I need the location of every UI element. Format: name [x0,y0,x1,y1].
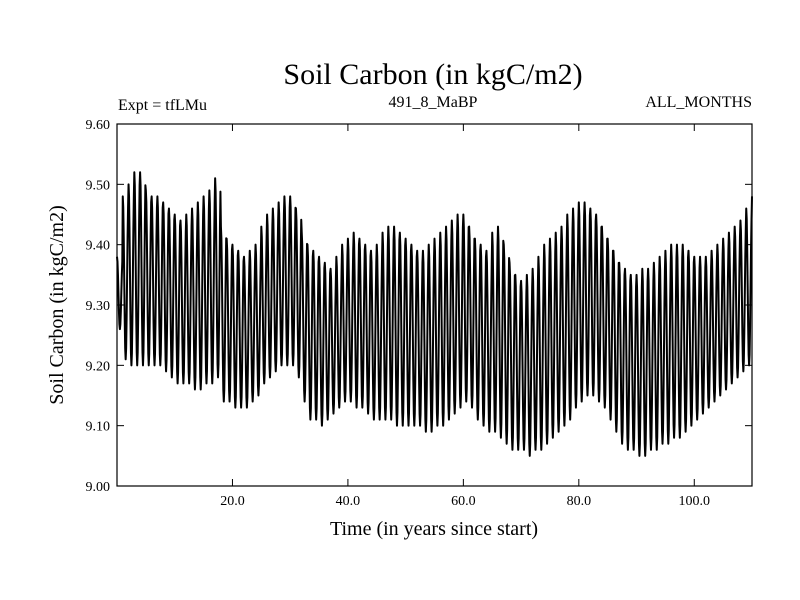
y-axis-label: Soil Carbon (in kgC/m2) [46,205,68,404]
x-tick-label: 100.0 [679,494,711,509]
x-tick-label: 40.0 [336,494,361,509]
y-tick-label: 9.20 [86,359,111,374]
y-tick-label: 9.50 [86,178,111,193]
plot-frame [116,123,753,487]
chart-title: Soil Carbon (in kgC/m2) [283,58,582,91]
y-tick-label: 9.10 [86,420,111,435]
x-tick-label: 80.0 [567,494,592,509]
series-layer [116,171,753,457]
period-label: 491_8_MaBP [389,94,478,111]
experiment-label: Expt = tfLMu [118,97,207,114]
y-tick-label: 9.60 [86,118,111,133]
y-tick-label: 9.00 [86,480,111,495]
x-axis-label: Time (in years since start) [330,518,538,540]
series-line-0 [116,171,753,457]
x-tick-label: 60.0 [451,494,476,509]
x-tick-label: 20.0 [220,494,245,509]
y-tick-label: 9.30 [86,299,111,314]
y-tick-label: 9.40 [86,239,111,254]
months-label: ALL_MONTHS [645,94,752,111]
